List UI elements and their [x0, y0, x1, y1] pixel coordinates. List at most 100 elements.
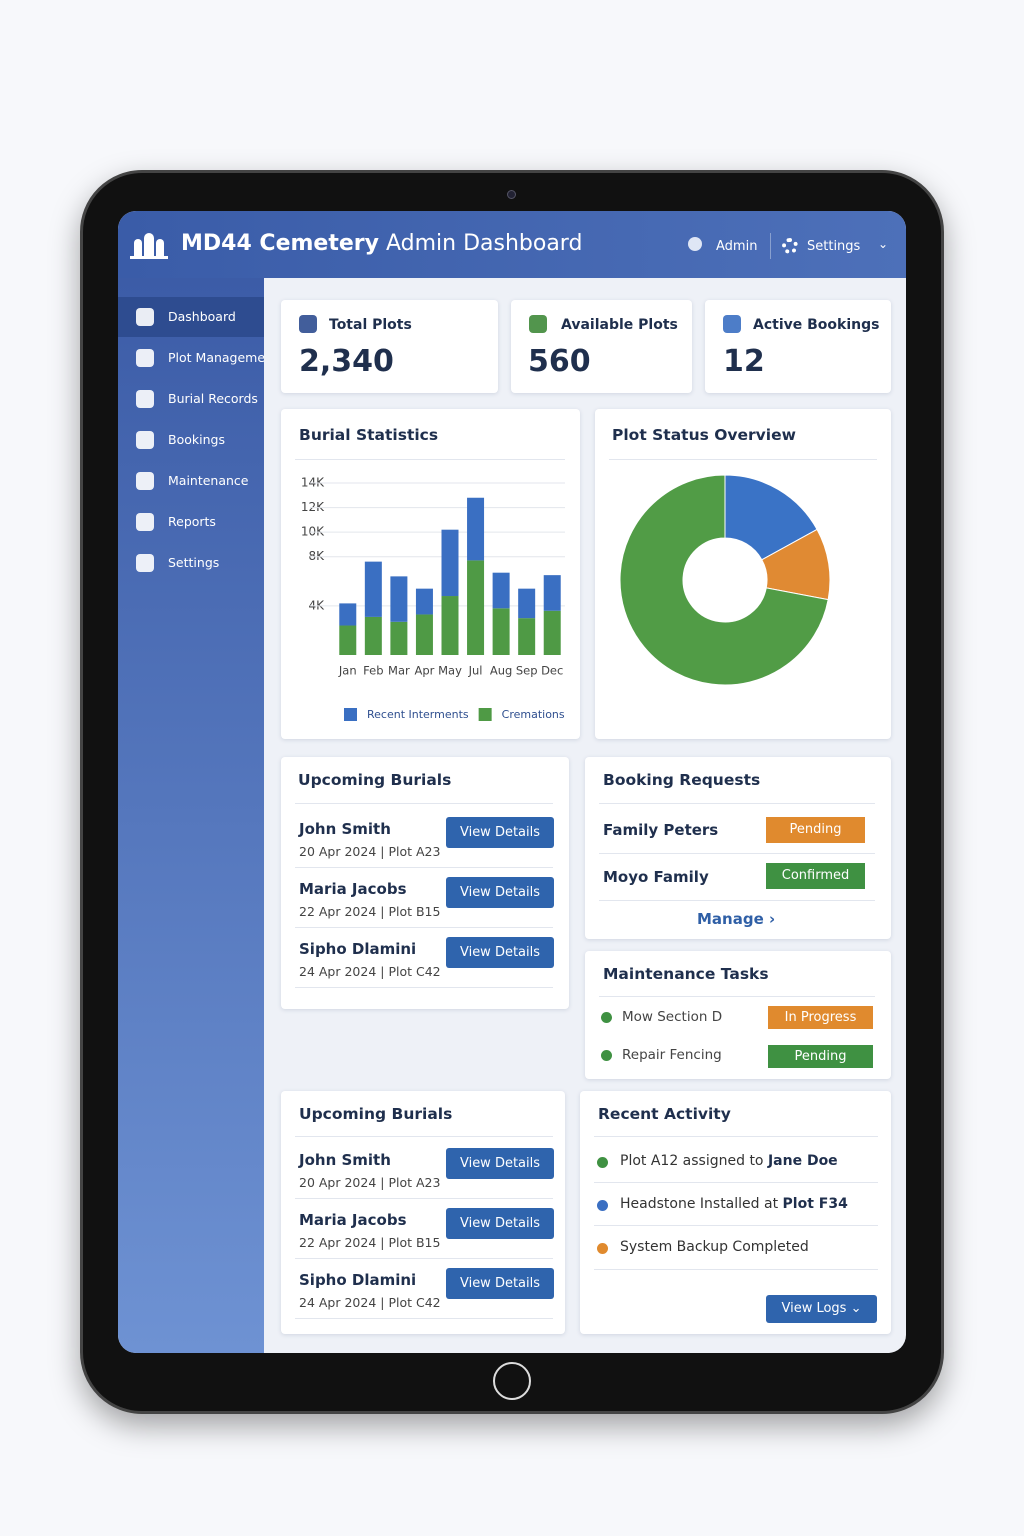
- nav-item[interactable]: Settings: [118, 543, 264, 583]
- activity-text: Plot A12 assigned to: [620, 1153, 764, 1169]
- nav-icon: [136, 349, 154, 367]
- user-icon: [688, 237, 702, 251]
- booking-name: Family Peters: [603, 821, 719, 839]
- maintenance-card: Maintenance Tasks Mow Section D In Progr…: [585, 951, 891, 1079]
- header-title: MD44 Cemetery Admin Dashboard: [181, 231, 582, 256]
- status-badge: Pending: [766, 817, 865, 843]
- burial-name: John Smith: [299, 1151, 391, 1169]
- settings-icon: [782, 238, 798, 254]
- view-details-button[interactable]: View Details: [446, 877, 554, 908]
- card-title: Upcoming Burials: [299, 1105, 453, 1123]
- burial-name: Maria Jacobs: [299, 880, 407, 898]
- view-logs-button[interactable]: View Logs ⌄: [766, 1295, 877, 1323]
- stat-card: Active Bookings 12: [705, 300, 891, 393]
- nav-item[interactable]: Maintenance: [118, 461, 264, 501]
- nav-label[interactable]: Dashboard: [168, 309, 236, 324]
- sidebar: [118, 278, 264, 1353]
- status-badge: In Progress: [768, 1006, 873, 1029]
- status-badge: Confirmed: [766, 863, 865, 889]
- nav-label[interactable]: Reports: [168, 514, 216, 529]
- upcoming-burials-card: Upcoming Burials John Smith 20 Apr 2024 |…: [281, 1091, 565, 1334]
- divider: [295, 987, 553, 988]
- divider: [295, 867, 553, 868]
- card-title: Upcoming Burials: [298, 771, 452, 789]
- burial-name: Maria Jacobs: [299, 1211, 407, 1229]
- card-title: Maintenance Tasks: [603, 965, 769, 983]
- task: Mow Section D: [622, 1009, 723, 1025]
- card-title: Booking Requests: [603, 771, 761, 789]
- nav-label[interactable]: Plot Management: [168, 350, 264, 365]
- activity-highlight: Jane Doe: [767, 1153, 838, 1169]
- view-details-button[interactable]: View Details: [446, 1268, 554, 1299]
- stat-label: Active Bookings: [753, 317, 880, 333]
- nav-icon: [136, 308, 154, 326]
- burial-name: Sipho Dlamini: [299, 940, 417, 958]
- divider: [295, 927, 553, 928]
- home-button[interactable]: [493, 1362, 531, 1400]
- stat-label: Total Plots: [329, 317, 412, 333]
- user[interactable]: Admin: [716, 239, 758, 254]
- stat-card: Total Plots 2,340: [281, 300, 498, 393]
- nav-item[interactable]: Bookings: [118, 420, 264, 460]
- burial-detail: 20 Apr 2024 | Plot A23: [299, 844, 441, 859]
- chevron[interactable]: ⌄: [878, 237, 889, 251]
- nav-item[interactable]: Plot Management: [118, 338, 264, 378]
- booking-requests-card: Booking Requests Family Peters Pending M…: [585, 757, 891, 939]
- nav-label[interactable]: Bookings: [168, 432, 225, 447]
- plot-status-card: Plot Status Overview: [595, 409, 891, 739]
- nav-label[interactable]: Burial Records: [168, 391, 258, 406]
- header: MD44 Cemetery Admin Dashboard Admin Sett…: [118, 211, 906, 278]
- burial-detail: 24 Apr 2024 | Plot C42: [299, 964, 441, 979]
- card-title: Burial Statistics: [299, 426, 439, 444]
- burial-name: Sipho Dlamini: [299, 1271, 417, 1289]
- screen: MD44 Cemetery Admin Dashboard Admin Sett…: [118, 211, 906, 1353]
- nav-icon: [136, 554, 154, 572]
- stat-value: 12: [723, 344, 765, 379]
- link-text[interactable]: Manage: [697, 910, 764, 928]
- activity-highlight: Plot F34: [782, 1196, 848, 1212]
- brand: MD44 Cemetery: [181, 231, 379, 256]
- nav-item[interactable]: Burial Records: [118, 379, 264, 419]
- divider: [295, 1198, 553, 1199]
- burial-name: John Smith: [299, 820, 391, 838]
- stat-value: 2,340: [299, 344, 394, 379]
- activity-text: System Backup Completed: [620, 1239, 809, 1255]
- task: Repair Fencing: [622, 1047, 722, 1063]
- nav-icon: [136, 472, 154, 490]
- nav-icon: [136, 390, 154, 408]
- burial-detail: 20 Apr 2024 | Plot A23: [299, 1175, 441, 1190]
- divider: [295, 1318, 553, 1319]
- button-text[interactable]: View Logs: [781, 1301, 847, 1316]
- stat-label: Available Plots: [561, 317, 678, 333]
- nav-item[interactable]: Reports: [118, 502, 264, 542]
- divider: [295, 1258, 553, 1259]
- view-details-button[interactable]: View Details: [446, 937, 554, 968]
- upcoming-burials-card: Upcoming Burials John Smith 20 Apr 2024 |…: [281, 757, 569, 1009]
- nav-icon: [136, 431, 154, 449]
- burial-detail: 22 Apr 2024 | Plot B15: [299, 904, 441, 919]
- nav-icon: [136, 513, 154, 531]
- stat-card: Available Plots 560: [511, 300, 692, 393]
- nav-item[interactable]: Dashboard: [118, 297, 264, 337]
- status-badge: Pending: [768, 1045, 873, 1068]
- manage-link[interactable]: Manage ›: [697, 910, 776, 928]
- nav-label[interactable]: Settings: [168, 555, 220, 570]
- recent-activity-card: Recent Activity Plot A12 assigned to Jan…: [580, 1091, 891, 1334]
- activity: Headstone Installed at Plot F34: [620, 1196, 848, 1212]
- burial-detail: 24 Apr 2024 | Plot C42: [299, 1295, 441, 1310]
- nav-label[interactable]: Maintenance: [168, 473, 249, 488]
- settings[interactable]: Settings: [807, 239, 861, 254]
- card-title: Recent Activity: [598, 1105, 731, 1123]
- activity: Plot A12 assigned to Jane Doe: [620, 1153, 838, 1169]
- title: Admin Dashboard: [385, 231, 583, 256]
- stat-value: 560: [528, 344, 591, 379]
- burial-detail: 22 Apr 2024 | Plot B15: [299, 1235, 441, 1250]
- view-details-button[interactable]: View Details: [446, 817, 554, 848]
- view-details-button[interactable]: View Details: [446, 1148, 554, 1179]
- camera: [507, 190, 516, 199]
- view-details-button[interactable]: View Details: [446, 1208, 554, 1239]
- burial-statistics-card: Burial Statistics: [281, 409, 580, 739]
- card-title: Plot Status Overview: [612, 426, 796, 444]
- logo: [130, 231, 168, 259]
